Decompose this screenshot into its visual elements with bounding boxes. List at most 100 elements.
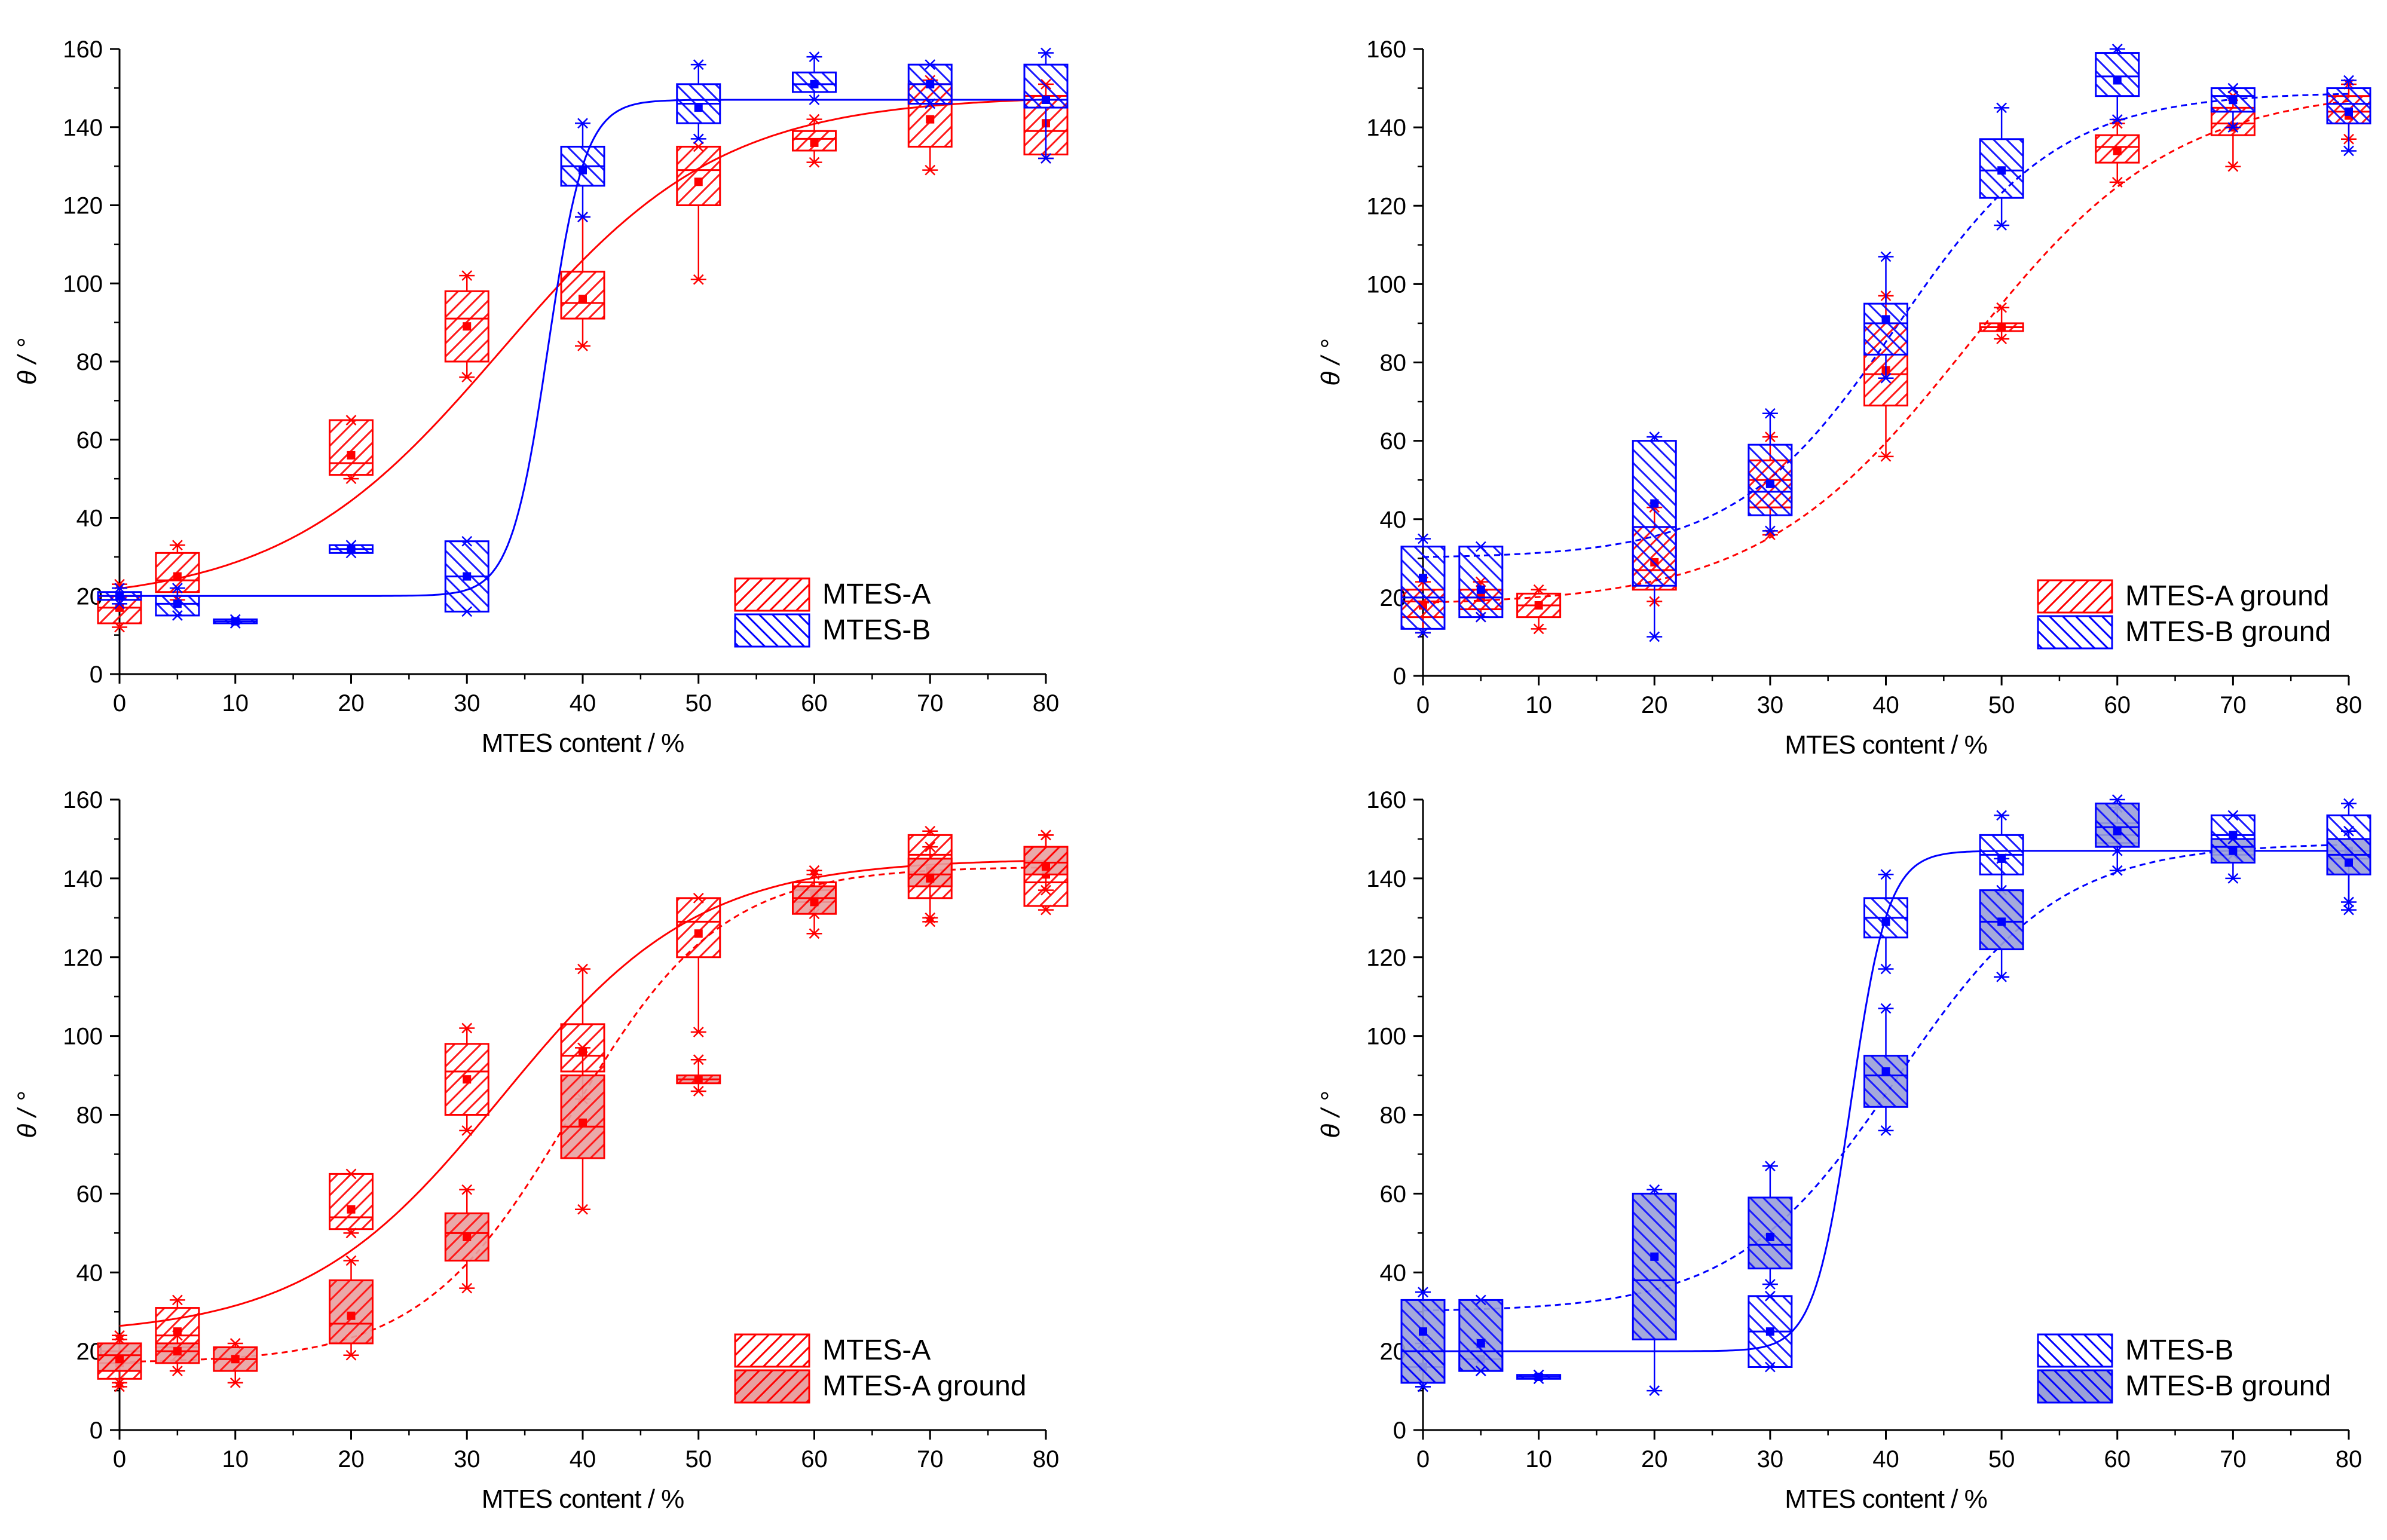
y-tick-label: 100 (1366, 271, 1406, 298)
box-plot (2326, 75, 2371, 157)
box-plot (1979, 853, 2024, 982)
mean-marker (1534, 601, 1543, 610)
extreme-marker (693, 1054, 704, 1066)
extreme-marker (809, 869, 820, 880)
y-tick-label: 160 (63, 36, 103, 63)
box-body (676, 145, 721, 206)
x-tick-label: 20 (1641, 692, 1668, 718)
extreme-marker (114, 621, 125, 633)
box-plot (560, 1042, 605, 1215)
box-plot (1979, 102, 2024, 231)
extreme-marker (1880, 251, 1892, 262)
y-tick-label: 140 (63, 866, 103, 892)
box-body (1863, 1055, 1908, 1108)
x-axis-label: MTES content / % (1785, 730, 1987, 760)
mean-marker (1419, 1327, 1427, 1336)
box-plot (907, 59, 953, 109)
extreme-marker (2111, 44, 2123, 54)
y-tick-label: 0 (90, 662, 103, 688)
x-tick-label: 0 (113, 1446, 126, 1472)
box-plot (1863, 1003, 1908, 1136)
extreme-marker (2227, 122, 2239, 133)
extreme-marker (345, 1255, 357, 1266)
box-plot (792, 114, 837, 168)
tick-marks (1413, 48, 2350, 685)
x-tick-label: 30 (454, 1446, 481, 1472)
box-plot (329, 415, 374, 485)
extreme-marker (114, 583, 125, 594)
box-body (2095, 803, 2140, 848)
extreme-marker (1418, 533, 1428, 544)
y-tick-label: 120 (1366, 945, 1406, 971)
extreme-marker (461, 606, 473, 617)
extreme-marker (1475, 611, 1486, 623)
extreme-marker (1996, 971, 2007, 982)
mean-marker (1476, 1339, 1485, 1348)
x-tick-label: 80 (1033, 690, 1060, 717)
y-axis-label: θ / ° (1316, 1091, 1345, 1138)
extreme-marker (172, 1366, 183, 1376)
extreme-marker (114, 598, 125, 610)
x-tick-label: 70 (917, 690, 944, 717)
extreme-marker (925, 825, 936, 837)
box-plot (444, 535, 489, 617)
x-tick-label: 30 (454, 690, 481, 717)
extreme-marker (172, 1294, 183, 1306)
x-tick-label: 50 (1988, 1446, 2015, 1472)
extreme-marker (1764, 1361, 1776, 1373)
box-plot (1023, 47, 1069, 164)
box-plot (1632, 431, 1677, 642)
extreme-marker (1880, 451, 1892, 462)
x-tick-label: 80 (2336, 1446, 2362, 1472)
extreme-marker (809, 157, 820, 168)
box-plot (1632, 1184, 1677, 1396)
x-tick-label: 20 (1641, 1446, 1668, 1472)
box-plot (1748, 1290, 1793, 1373)
legend: MTES-A MTES-A ground (734, 1333, 1026, 1404)
fit-curve-mtes-a-ground (1422, 100, 2349, 604)
extreme-marker (693, 1027, 704, 1037)
mean-marker (2345, 858, 2353, 867)
extreme-marker (809, 114, 820, 125)
extreme-marker (693, 892, 704, 904)
x-tick-label: 70 (2220, 1446, 2247, 1472)
mean-marker (115, 592, 124, 601)
x-tick-label: 60 (2104, 692, 2131, 718)
y-tick-label: 40 (1380, 1260, 1407, 1286)
box-plot (444, 270, 489, 383)
extreme-marker (2227, 810, 2239, 821)
legend-label: MTES-B (822, 614, 931, 646)
y-tick-label: 160 (1366, 36, 1406, 63)
legend-swatch (734, 1333, 810, 1368)
legend-label: MTES-B (2125, 1334, 2233, 1366)
box-plot (329, 1168, 374, 1239)
mean-marker (173, 599, 182, 608)
box-plot (1400, 533, 1446, 638)
box-plot (444, 1184, 489, 1294)
x-tick-label: 40 (570, 1446, 596, 1472)
box-plot (329, 540, 374, 559)
mean-marker (1765, 1232, 1774, 1241)
extreme-marker (1764, 1290, 1776, 1302)
extreme-marker (1880, 1003, 1892, 1014)
mean-marker (579, 166, 587, 174)
y-tick-label: 80 (1380, 1103, 1407, 1129)
mean-marker (1042, 862, 1050, 871)
extreme-marker (2111, 177, 2123, 188)
extreme-marker (809, 51, 820, 62)
extreme-marker (1649, 1184, 1660, 1195)
legend: MTES-A MTES-B (734, 577, 931, 648)
extreme-marker (172, 1330, 183, 1341)
box-plot (1516, 1369, 1562, 1385)
mean-marker (347, 451, 356, 460)
mean-marker (2113, 146, 2122, 155)
mean-marker (463, 572, 472, 581)
y-tick-label: 80 (1380, 350, 1407, 376)
extreme-marker (925, 98, 936, 109)
extreme-marker (809, 865, 820, 876)
y-tick-label: 100 (1366, 1024, 1406, 1050)
extreme-marker (925, 916, 936, 927)
box-plots (97, 825, 1069, 1392)
legend-swatch (734, 1369, 810, 1404)
